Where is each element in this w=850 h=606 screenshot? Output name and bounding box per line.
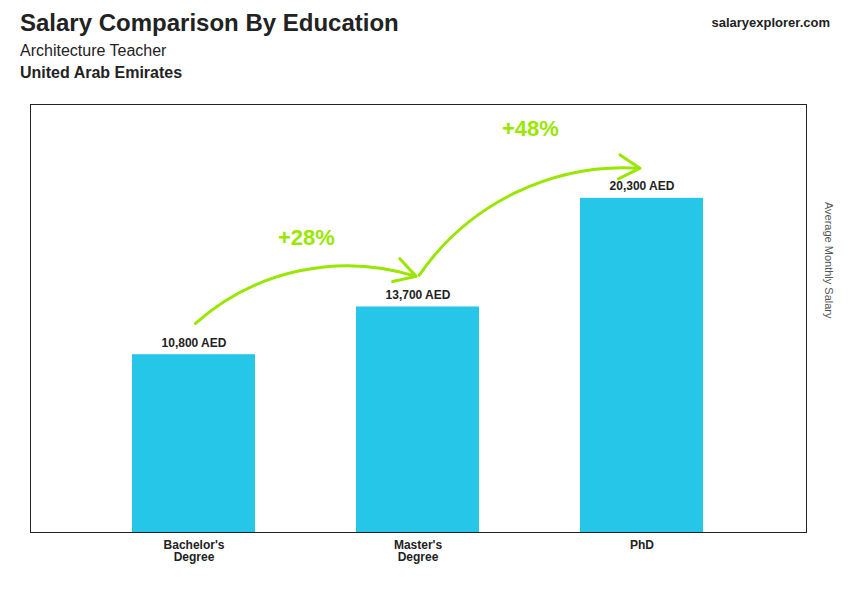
svg-text:10,800 AED: 10,800 AED bbox=[162, 336, 227, 350]
svg-text:Bachelor'sDegree: Bachelor'sDegree bbox=[164, 538, 225, 564]
svg-text:Master'sDegree: Master'sDegree bbox=[394, 538, 443, 564]
svg-text:13,700 AED: 13,700 AED bbox=[386, 288, 451, 302]
svg-text:PhD: PhD bbox=[630, 538, 654, 552]
html-text:United Arab Emirates: United Arab Emirates bbox=[20, 64, 183, 81]
svg-text:20,300 AED: 20,300 AED bbox=[610, 179, 675, 193]
html-text:salary explorer.com: salary explorer.com bbox=[711, 15, 830, 30]
svg-text:+48%: +48% bbox=[502, 116, 559, 141]
html-text:Salary Comparison By Education: Salary Comparison By Education bbox=[20, 9, 399, 36]
svg-text:+28%: +28% bbox=[278, 225, 335, 250]
html-text:Architecture Teacher: Architecture Teacher bbox=[20, 42, 167, 59]
svg-text:Average Monthly Salary: Average Monthly Salary bbox=[823, 202, 835, 319]
